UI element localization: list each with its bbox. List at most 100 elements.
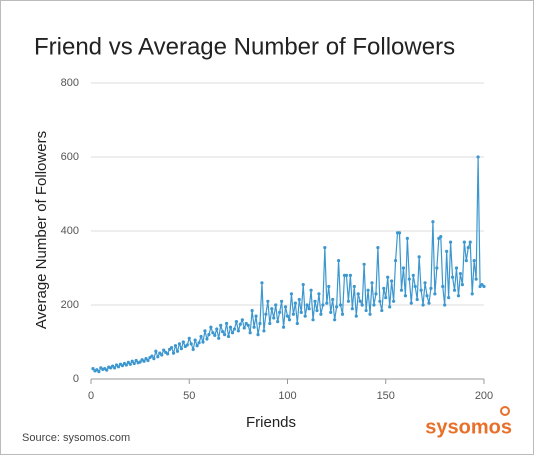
point — [262, 329, 266, 333]
point — [368, 312, 372, 316]
point — [429, 286, 433, 290]
point — [150, 354, 154, 358]
point — [476, 155, 480, 159]
point — [112, 366, 117, 370]
point — [403, 294, 407, 298]
logo: sysomos — [425, 416, 512, 438]
y-tick-label: 0 — [73, 373, 79, 385]
point — [191, 347, 195, 351]
point — [431, 220, 435, 224]
point — [226, 334, 231, 339]
point — [374, 292, 378, 296]
y-tick-label: 200 — [61, 299, 79, 311]
y-tick-label: 400 — [61, 225, 79, 237]
point — [352, 284, 356, 289]
point — [230, 331, 235, 335]
point — [340, 312, 345, 316]
point — [203, 329, 207, 333]
point — [378, 299, 382, 303]
y-tick-label: 600 — [61, 151, 79, 163]
point — [248, 331, 252, 335]
point — [336, 259, 341, 263]
point — [211, 331, 215, 335]
point — [421, 303, 425, 307]
point — [209, 325, 213, 329]
point — [331, 297, 335, 302]
point — [175, 349, 180, 353]
point — [221, 330, 225, 334]
point — [285, 314, 290, 318]
point — [301, 283, 305, 287]
point — [445, 249, 449, 253]
point — [447, 296, 451, 300]
point — [317, 292, 321, 296]
point — [427, 301, 431, 305]
point — [193, 338, 197, 342]
point — [356, 292, 360, 296]
point — [278, 310, 282, 314]
point — [280, 299, 284, 303]
point — [386, 275, 390, 279]
point — [97, 370, 101, 374]
point — [448, 240, 453, 244]
point — [217, 336, 221, 340]
point — [441, 284, 445, 289]
point — [380, 308, 384, 313]
point — [130, 359, 134, 363]
point — [199, 334, 203, 339]
point — [460, 283, 464, 287]
point — [181, 340, 185, 344]
point — [401, 266, 406, 270]
point — [462, 240, 466, 244]
point — [458, 271, 463, 276]
point — [256, 333, 260, 337]
point — [327, 284, 331, 289]
point — [293, 301, 297, 305]
point — [287, 318, 292, 322]
point — [258, 321, 262, 326]
point — [468, 240, 472, 244]
point — [236, 329, 240, 333]
point — [362, 262, 366, 266]
point — [407, 277, 411, 281]
point — [162, 348, 166, 352]
point — [171, 351, 176, 355]
point — [250, 308, 254, 313]
point — [134, 358, 138, 363]
point — [189, 342, 193, 346]
point — [321, 303, 325, 307]
point — [399, 288, 404, 292]
point — [177, 342, 182, 346]
point — [388, 305, 392, 309]
point — [464, 259, 468, 263]
point — [232, 327, 237, 331]
point — [346, 299, 351, 303]
point — [105, 368, 109, 372]
point — [338, 303, 343, 307]
point — [348, 273, 352, 277]
point — [240, 318, 244, 322]
point — [142, 359, 146, 363]
point — [311, 318, 315, 322]
point — [423, 281, 427, 285]
point — [138, 360, 142, 364]
point — [207, 333, 211, 337]
point — [384, 296, 388, 300]
point — [309, 288, 313, 292]
point — [289, 292, 294, 296]
y-axis-label: Average Number of Followers — [33, 131, 50, 329]
x-axis-label: Friends — [246, 414, 296, 431]
point — [417, 255, 421, 259]
point — [376, 246, 380, 250]
point — [319, 312, 323, 316]
point — [156, 355, 160, 359]
x-tick-label: 150 — [377, 390, 395, 402]
point — [283, 305, 288, 309]
point — [482, 284, 486, 289]
x-tick-label: 0 — [88, 390, 94, 402]
point — [120, 364, 125, 368]
point — [472, 259, 476, 263]
point — [260, 281, 264, 285]
y-tick-label: 800 — [61, 77, 79, 89]
point — [413, 284, 417, 289]
